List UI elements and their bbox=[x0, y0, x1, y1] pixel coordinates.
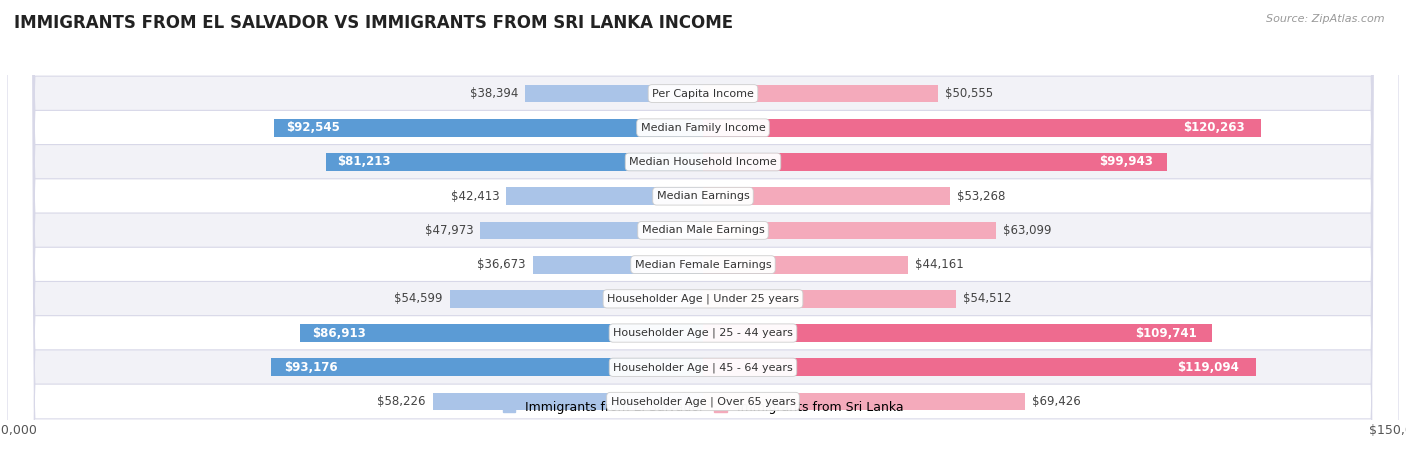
Bar bbox=[703, 119, 1261, 137]
Text: Householder Age | 25 - 44 years: Householder Age | 25 - 44 years bbox=[613, 328, 793, 338]
FancyBboxPatch shape bbox=[7, 0, 1399, 467]
Text: $63,099: $63,099 bbox=[1002, 224, 1052, 237]
Text: Median Earnings: Median Earnings bbox=[657, 191, 749, 201]
FancyBboxPatch shape bbox=[7, 0, 1399, 467]
Text: $42,413: $42,413 bbox=[451, 190, 499, 203]
Text: $69,426: $69,426 bbox=[1032, 395, 1081, 408]
Text: IMMIGRANTS FROM EL SALVADOR VS IMMIGRANTS FROM SRI LANKA INCOME: IMMIGRANTS FROM EL SALVADOR VS IMMIGRANT… bbox=[14, 14, 733, 32]
Text: Median Female Earnings: Median Female Earnings bbox=[634, 260, 772, 269]
Bar bbox=[533, 256, 703, 274]
FancyBboxPatch shape bbox=[7, 0, 1399, 467]
Bar bbox=[703, 324, 1212, 342]
FancyBboxPatch shape bbox=[7, 0, 1399, 467]
Text: $120,263: $120,263 bbox=[1182, 121, 1244, 134]
Bar bbox=[274, 119, 703, 137]
Text: Per Capita Income: Per Capita Income bbox=[652, 89, 754, 99]
Text: Median Family Income: Median Family Income bbox=[641, 123, 765, 133]
Text: $119,094: $119,094 bbox=[1177, 361, 1239, 374]
Text: $86,913: $86,913 bbox=[312, 326, 366, 340]
FancyBboxPatch shape bbox=[7, 0, 1399, 467]
Bar bbox=[703, 221, 995, 239]
Text: $53,268: $53,268 bbox=[957, 190, 1005, 203]
Bar bbox=[481, 221, 703, 239]
Bar bbox=[433, 393, 703, 410]
FancyBboxPatch shape bbox=[7, 0, 1399, 467]
Text: $99,943: $99,943 bbox=[1099, 156, 1153, 169]
Text: $54,599: $54,599 bbox=[394, 292, 443, 305]
Bar bbox=[703, 256, 908, 274]
Legend: Immigrants from El Salvador, Immigrants from Sri Lanka: Immigrants from El Salvador, Immigrants … bbox=[502, 402, 904, 414]
Text: $54,512: $54,512 bbox=[963, 292, 1011, 305]
Bar bbox=[703, 153, 1167, 171]
Text: $44,161: $44,161 bbox=[915, 258, 963, 271]
Bar bbox=[506, 187, 703, 205]
Text: $58,226: $58,226 bbox=[377, 395, 426, 408]
Text: $36,673: $36,673 bbox=[478, 258, 526, 271]
Text: $38,394: $38,394 bbox=[470, 87, 517, 100]
Text: $93,176: $93,176 bbox=[284, 361, 337, 374]
Text: Median Male Earnings: Median Male Earnings bbox=[641, 226, 765, 235]
FancyBboxPatch shape bbox=[7, 0, 1399, 467]
Bar bbox=[703, 85, 938, 102]
Bar bbox=[703, 393, 1025, 410]
Bar bbox=[703, 187, 950, 205]
Text: $81,213: $81,213 bbox=[337, 156, 391, 169]
Bar bbox=[326, 153, 703, 171]
Text: Householder Age | Over 65 years: Householder Age | Over 65 years bbox=[610, 396, 796, 407]
Bar bbox=[524, 85, 703, 102]
FancyBboxPatch shape bbox=[7, 0, 1399, 467]
Bar bbox=[703, 358, 1256, 376]
Text: $109,741: $109,741 bbox=[1135, 326, 1197, 340]
Text: $47,973: $47,973 bbox=[425, 224, 474, 237]
Bar bbox=[450, 290, 703, 308]
Text: $92,545: $92,545 bbox=[287, 121, 340, 134]
Bar bbox=[703, 290, 956, 308]
Text: Householder Age | 45 - 64 years: Householder Age | 45 - 64 years bbox=[613, 362, 793, 373]
Text: Median Household Income: Median Household Income bbox=[628, 157, 778, 167]
FancyBboxPatch shape bbox=[7, 0, 1399, 467]
Bar bbox=[271, 358, 703, 376]
Text: $50,555: $50,555 bbox=[945, 87, 993, 100]
Text: Householder Age | Under 25 years: Householder Age | Under 25 years bbox=[607, 294, 799, 304]
FancyBboxPatch shape bbox=[7, 0, 1399, 467]
Text: Source: ZipAtlas.com: Source: ZipAtlas.com bbox=[1267, 14, 1385, 24]
Bar bbox=[299, 324, 703, 342]
